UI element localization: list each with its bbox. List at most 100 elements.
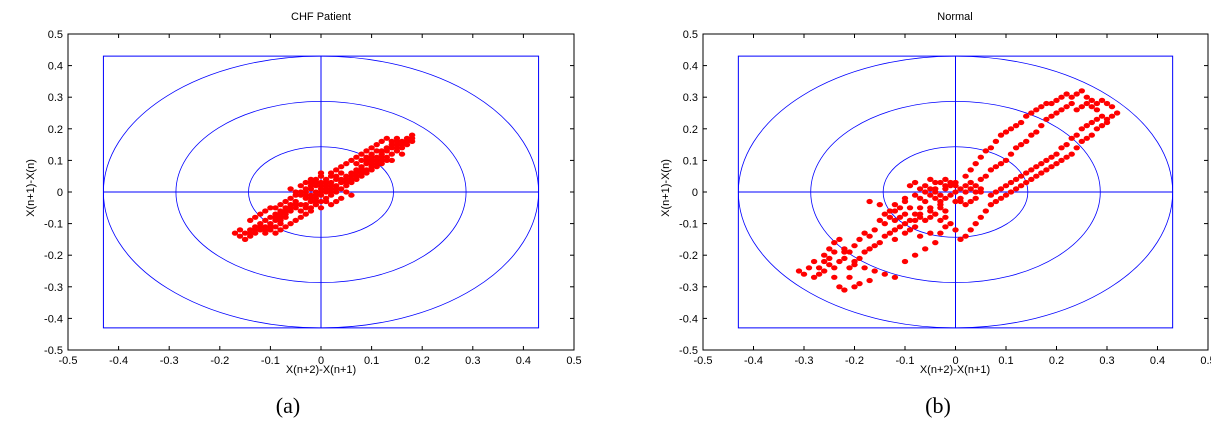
data-point [358, 157, 365, 163]
data-point [1083, 94, 1091, 100]
data-point [1068, 151, 1075, 157]
data-point [1038, 123, 1045, 129]
data-point [353, 154, 360, 160]
y-tick-label: 0.5 [48, 29, 63, 41]
data-point [1078, 126, 1086, 132]
data-point [831, 274, 838, 280]
data-point [292, 189, 299, 195]
x-tick-label: -0.2 [845, 355, 864, 367]
data-point [992, 164, 1000, 170]
data-point [358, 173, 365, 179]
data-point [1028, 167, 1035, 173]
data-point [327, 192, 335, 198]
data-point [353, 176, 360, 182]
data-point [942, 195, 949, 201]
data-point [1078, 138, 1086, 144]
data-point [886, 230, 894, 236]
data-point [317, 198, 325, 205]
data-point [972, 189, 979, 195]
data-point [1007, 179, 1015, 186]
data-point [947, 179, 954, 186]
data-point [947, 221, 954, 227]
data-point [942, 176, 949, 182]
data-point [373, 164, 380, 170]
data-point [393, 138, 401, 144]
data-point [302, 186, 309, 192]
data-point [886, 208, 894, 214]
data-point [252, 227, 259, 233]
x-axis-label: X(n+2)-X(n+1) [286, 364, 356, 376]
x-tick-label: -0.3 [795, 355, 814, 367]
data-point [1022, 179, 1030, 186]
data-point [398, 142, 406, 148]
data-point [891, 236, 899, 242]
data-point [1068, 135, 1075, 141]
data-point [1088, 132, 1096, 138]
data-point [1017, 142, 1025, 148]
data-point [942, 183, 949, 189]
data-point [333, 198, 340, 205]
x-tick-label: -0.1 [261, 355, 280, 367]
data-point [1017, 119, 1025, 126]
data-point [348, 179, 355, 186]
data-point [1007, 126, 1015, 132]
x-tick-label: -0.2 [210, 355, 229, 367]
data-point [343, 183, 350, 189]
data-point [343, 161, 350, 167]
data-point [800, 271, 808, 277]
data-point [1093, 100, 1101, 107]
y-tick-label: -0.2 [679, 250, 698, 262]
data-point [247, 217, 254, 223]
data-point [831, 249, 838, 255]
data-point [252, 214, 259, 220]
data-point [1022, 170, 1030, 176]
data-point [891, 202, 899, 208]
data-point [977, 154, 984, 160]
data-point [317, 179, 325, 186]
data-point [1028, 176, 1035, 182]
data-point [388, 157, 395, 163]
data-point [967, 186, 974, 192]
data-point [302, 192, 309, 198]
y-tick-label: -0.5 [44, 345, 63, 357]
data-point [1098, 97, 1106, 103]
data-point [1017, 183, 1025, 189]
data-point [297, 214, 304, 220]
x-tick-label: 0.5 [566, 355, 581, 367]
x-tick-label: 0.2 [1049, 355, 1064, 367]
data-point [962, 233, 969, 239]
data-point [861, 249, 868, 255]
data-point [987, 167, 995, 173]
data-point [922, 217, 929, 223]
y-axis-label: X(n+1)-X(n) [660, 159, 672, 217]
data-point [1038, 104, 1045, 110]
data-point [1103, 119, 1111, 126]
data-point [906, 227, 914, 233]
data-point [358, 167, 365, 173]
data-point [826, 255, 833, 261]
y-tick-label: 0.4 [48, 61, 63, 73]
x-tick-label: 0.1 [364, 355, 379, 367]
data-point [992, 138, 1000, 144]
data-point [927, 208, 934, 214]
data-point [1007, 151, 1015, 157]
data-point [287, 205, 294, 211]
data-point [916, 233, 924, 239]
data-point [272, 230, 279, 236]
data-point [1043, 167, 1050, 173]
data-point [247, 230, 254, 236]
chart-normal: Normal -0.5 -0.4 -0.3 -0.2 -0.1 0 0.1 0.2 0.3 0.4… [660, 11, 1211, 418]
data-point [922, 189, 929, 195]
data-point [322, 198, 330, 205]
data-point [297, 208, 304, 214]
data-point [1073, 107, 1080, 113]
data-point [987, 202, 995, 208]
data-point [338, 164, 345, 170]
data-point [932, 240, 939, 246]
data-point [257, 224, 264, 230]
x-tick-label: -0.5 [694, 355, 713, 367]
data-point [972, 195, 979, 201]
data-point [846, 249, 853, 255]
x-tick-label: 0.4 [1150, 355, 1165, 367]
axes-group: -0.5 -0.4 -0.3 -0.2 -0.1 0 0.1 0.2 0.3 0.4 0.5 -0.5… [679, 29, 1211, 367]
